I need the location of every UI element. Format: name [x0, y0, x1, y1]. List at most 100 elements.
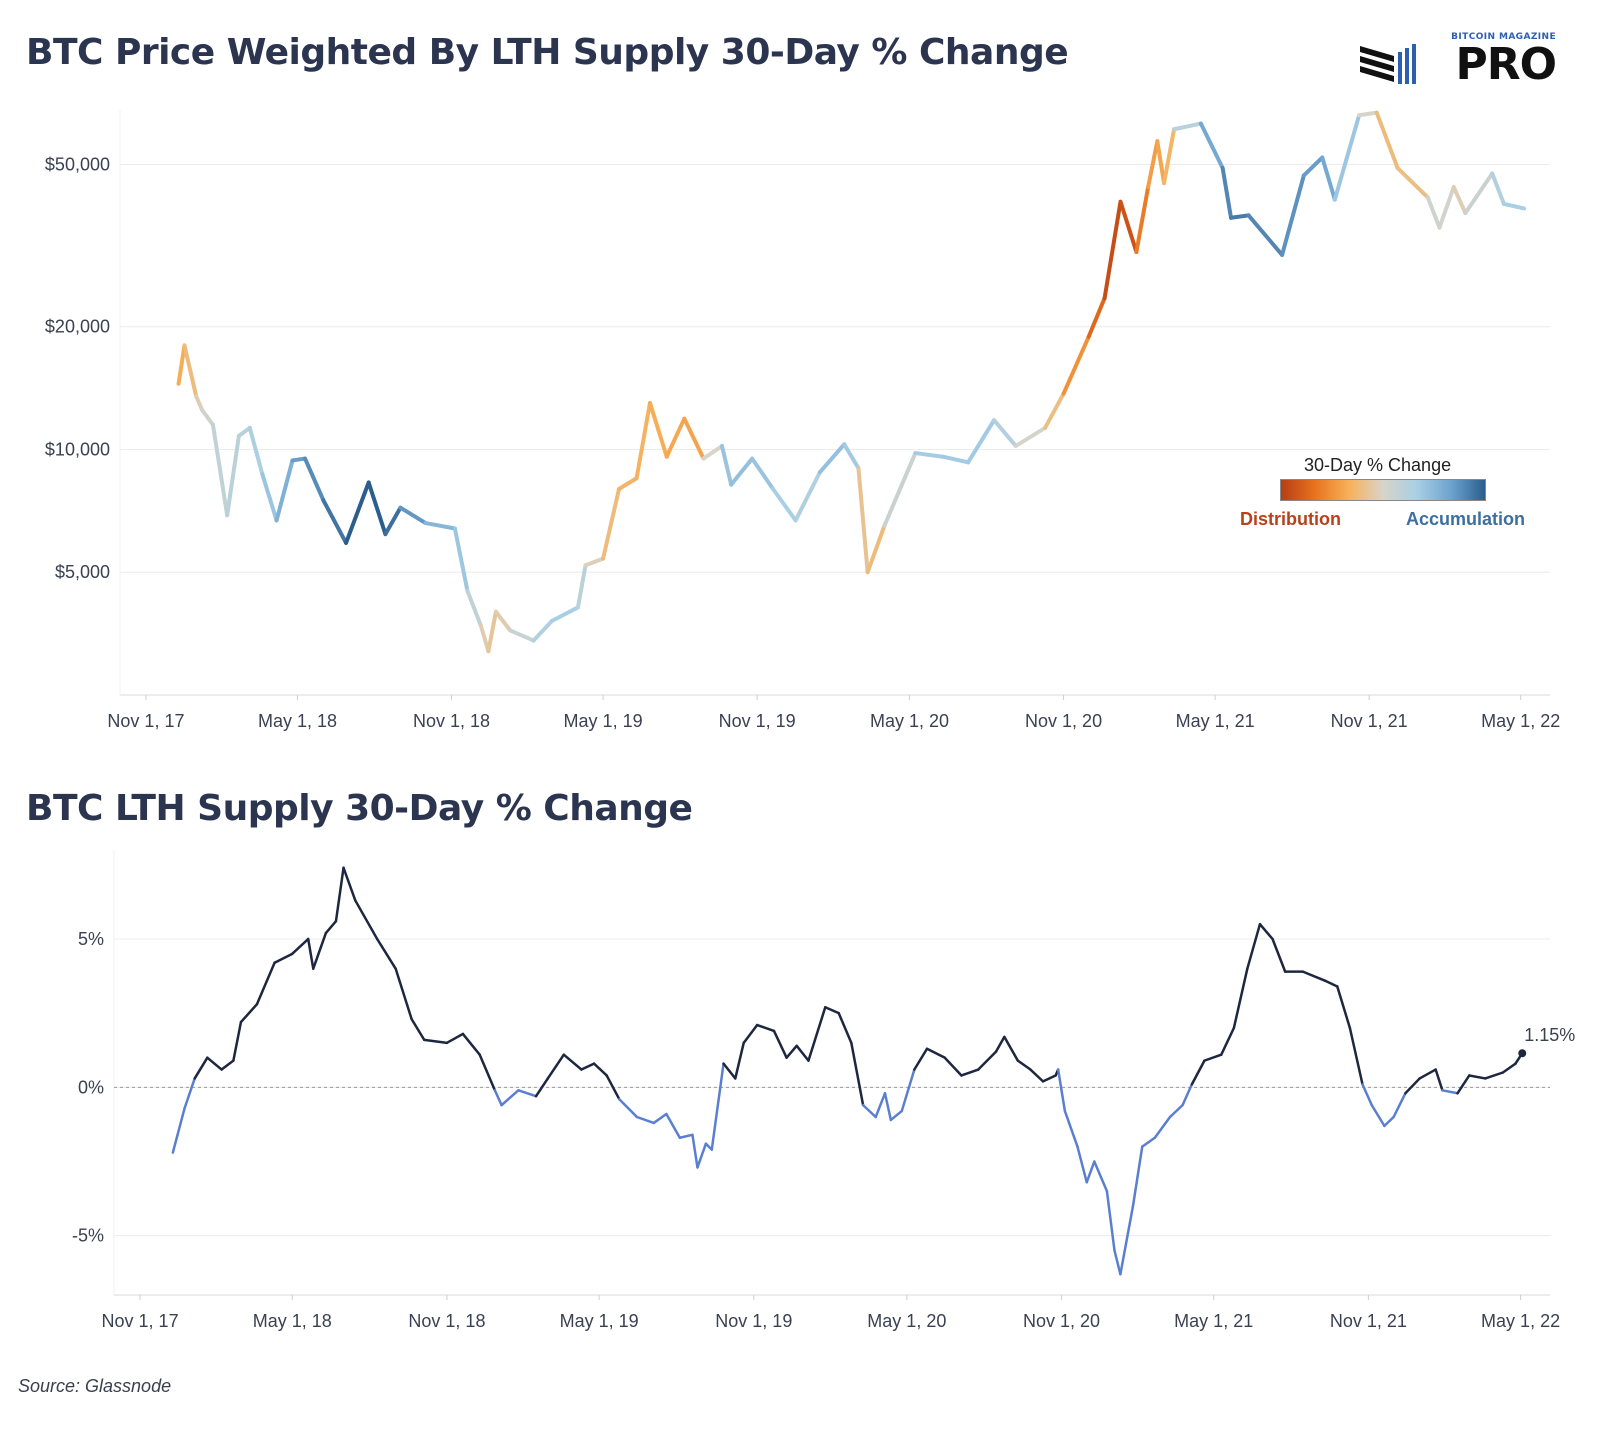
lth-segment	[534, 1077, 550, 1098]
price-segment	[290, 456, 308, 463]
price-segment	[465, 588, 483, 628]
lth-segment	[478, 1053, 497, 1092]
lth-segment	[592, 1062, 608, 1077]
price-segment	[701, 443, 724, 461]
x-tick-label: Nov 1, 17	[107, 711, 184, 731]
lth-segment	[1370, 1103, 1386, 1128]
lth-segment	[1441, 1089, 1459, 1095]
price-segment	[1425, 195, 1442, 230]
y-tick-label: $5,000	[55, 562, 110, 582]
price-segment	[1320, 155, 1337, 202]
lth-segment	[824, 1005, 840, 1015]
lth-segment	[461, 1032, 481, 1056]
lth-segment	[239, 1003, 259, 1024]
lth-segment	[206, 1056, 223, 1071]
price-segment	[1374, 110, 1400, 171]
lth-segment	[500, 1089, 520, 1107]
price-segment	[423, 521, 457, 531]
lth-segment	[1232, 967, 1249, 1030]
lth-segment	[1336, 985, 1352, 1030]
lth-segment	[1404, 1077, 1421, 1095]
x-tick-label: May 1, 20	[867, 1311, 946, 1331]
lth-segment	[445, 1032, 465, 1045]
lth-segment	[1041, 1074, 1057, 1083]
price-segment	[1172, 121, 1203, 132]
x-tick-label: Nov 1, 17	[102, 1311, 179, 1331]
price-segment	[1395, 166, 1430, 200]
price-segment	[771, 487, 798, 523]
lth-segment	[1361, 1083, 1374, 1107]
price-segment	[865, 523, 887, 575]
price-segment	[601, 487, 621, 561]
lth-segment	[850, 1041, 865, 1107]
lth-segment	[742, 1023, 759, 1045]
price-segment	[682, 416, 706, 461]
lth-segment	[1029, 1068, 1045, 1083]
lth-segment	[1190, 1059, 1206, 1086]
end-point-marker	[1518, 1049, 1527, 1058]
x-tick-label: Nov 1, 20	[1025, 711, 1102, 731]
lth-segment	[580, 1062, 596, 1071]
lth-segment	[394, 967, 413, 1021]
price-segment	[1332, 113, 1362, 202]
price-segment	[1086, 296, 1107, 339]
price-segment	[478, 623, 491, 654]
lth-segment	[960, 1068, 980, 1077]
lth-segment	[1093, 1160, 1109, 1193]
x-tick-label: Nov 1, 21	[1330, 1311, 1407, 1331]
price-segment	[1146, 139, 1160, 190]
price-segment	[194, 394, 205, 412]
lth-segment	[785, 1044, 798, 1059]
price-segment	[729, 456, 755, 487]
lth-segment	[618, 1097, 639, 1119]
lth-segment	[1246, 922, 1262, 970]
price-segment	[1162, 127, 1177, 186]
x-tick-label: May 1, 22	[1481, 711, 1560, 731]
bitcoin-magazine-pro-logo: BITCOIN MAGAZINE PRO	[1360, 32, 1557, 90]
legend-title: 30-Day % Change	[1304, 455, 1452, 475]
x-tick-label: May 1, 18	[253, 1311, 332, 1331]
price-segment	[366, 480, 388, 537]
lth-segment	[334, 866, 345, 923]
lth-segment	[696, 1142, 708, 1169]
price-segment	[225, 433, 241, 518]
lth-segment	[255, 961, 276, 1006]
lth-segment	[755, 1023, 776, 1033]
legend-distribution-label: Distribution	[1240, 509, 1341, 529]
lth-segment	[546, 1053, 566, 1080]
lth-segment	[1348, 1026, 1364, 1086]
price-segment	[493, 609, 513, 633]
price-segment	[1134, 185, 1151, 254]
lth-segment	[900, 1068, 916, 1113]
brand-big-text: PRO	[1455, 39, 1557, 90]
lth-segment	[1456, 1074, 1471, 1095]
price-segment	[856, 466, 870, 575]
price-segment	[583, 556, 606, 568]
price-segment	[200, 407, 215, 427]
lth-segment	[994, 1035, 1006, 1053]
x-tick-label: May 1, 19	[564, 711, 643, 731]
price-segment	[842, 442, 861, 471]
lth-segment	[1131, 1145, 1144, 1208]
lth-segment	[493, 1089, 503, 1107]
lth-segment	[562, 1053, 583, 1071]
price-segment	[647, 401, 669, 459]
lth-segment	[665, 1112, 682, 1140]
lth-segment	[635, 1115, 656, 1125]
x-tick-label: May 1, 21	[1176, 711, 1255, 731]
lth-segment	[1301, 970, 1326, 982]
price-segment	[913, 451, 946, 459]
price-segment	[321, 498, 349, 545]
lth-segment	[943, 1056, 963, 1077]
price-segment	[793, 470, 822, 523]
lth-segment	[1271, 937, 1287, 973]
stripes-icon	[1360, 44, 1416, 84]
lth-segment	[883, 1092, 893, 1122]
price-segment	[260, 472, 279, 523]
y-tick-label: 0%	[78, 1077, 104, 1097]
price-segment	[344, 480, 371, 545]
price-segment	[182, 343, 199, 399]
lth-segment	[171, 1106, 186, 1154]
price-segment	[1301, 155, 1325, 178]
price-segment	[1061, 334, 1091, 396]
